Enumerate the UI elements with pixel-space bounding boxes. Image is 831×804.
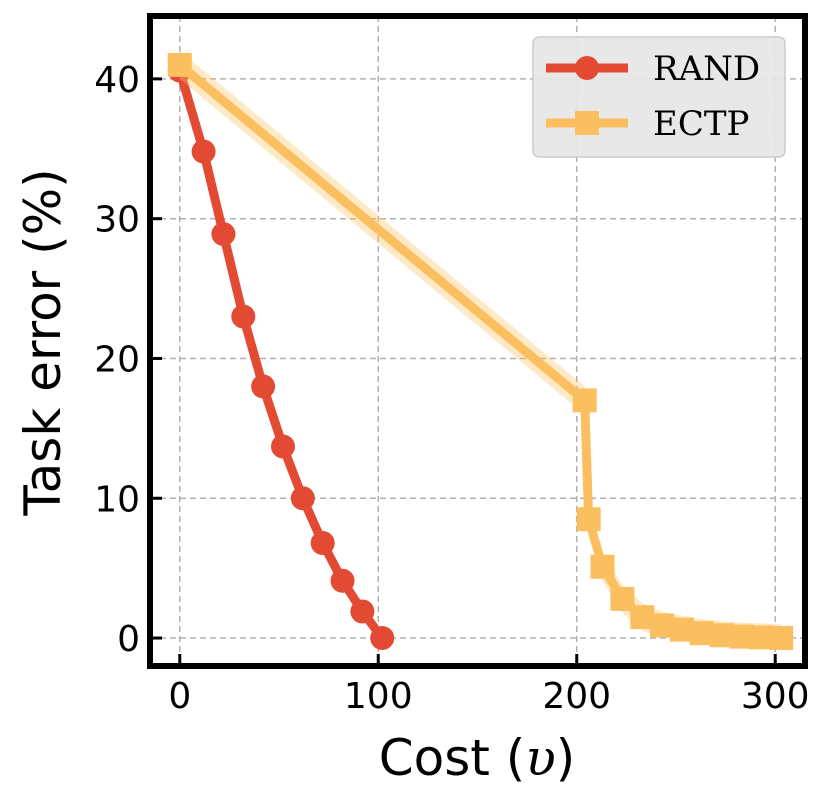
ticks: 0 100 200 300 0 10 20 30 40 <box>94 60 809 717</box>
data-point <box>572 388 597 413</box>
x-axis-label-text: Cost ( <box>379 729 526 787</box>
x-axis-label: Cost (υ) <box>379 729 575 787</box>
legend-marker <box>575 56 599 80</box>
data-point <box>330 568 355 593</box>
data-point <box>370 626 395 651</box>
legend-item-ectp: ECTP <box>546 104 749 144</box>
series-ectp <box>167 50 794 651</box>
y-tick-label: 40 <box>94 60 140 101</box>
y-tick-label: 20 <box>94 339 140 380</box>
series-confidence-band <box>179 50 782 639</box>
series-rand <box>167 58 395 651</box>
legend: RAND ECTP <box>532 36 786 158</box>
data-point <box>590 554 615 579</box>
x-axis-label-close: ) <box>556 729 576 787</box>
y-tick-label: 0 <box>117 619 140 660</box>
y-tick-label: 10 <box>94 479 140 520</box>
plot-frame <box>147 13 808 669</box>
y-tick-label: 30 <box>94 200 140 241</box>
data-point <box>167 52 192 77</box>
x-tick-label: 0 <box>168 676 191 717</box>
legend-item-rand: RAND <box>546 49 760 89</box>
data-point <box>251 374 276 399</box>
series-layer <box>167 50 794 651</box>
x-tick-label: 100 <box>344 676 413 717</box>
legend-marker <box>575 111 599 135</box>
data-point <box>290 486 315 511</box>
x-axis-label-symbol: υ <box>525 729 555 787</box>
data-point <box>310 530 335 555</box>
data-point <box>211 222 236 247</box>
data-point <box>231 304 256 329</box>
data-point <box>270 434 295 459</box>
legend-label: ECTP <box>653 104 749 144</box>
data-point <box>576 507 601 532</box>
data-point <box>350 599 375 624</box>
data-point <box>769 626 794 651</box>
y-axis-label: Task error (%) <box>14 168 72 516</box>
data-point <box>191 139 216 164</box>
x-tick-label: 300 <box>741 676 810 717</box>
x-tick-label: 200 <box>542 676 611 717</box>
legend-label: RAND <box>653 49 760 89</box>
